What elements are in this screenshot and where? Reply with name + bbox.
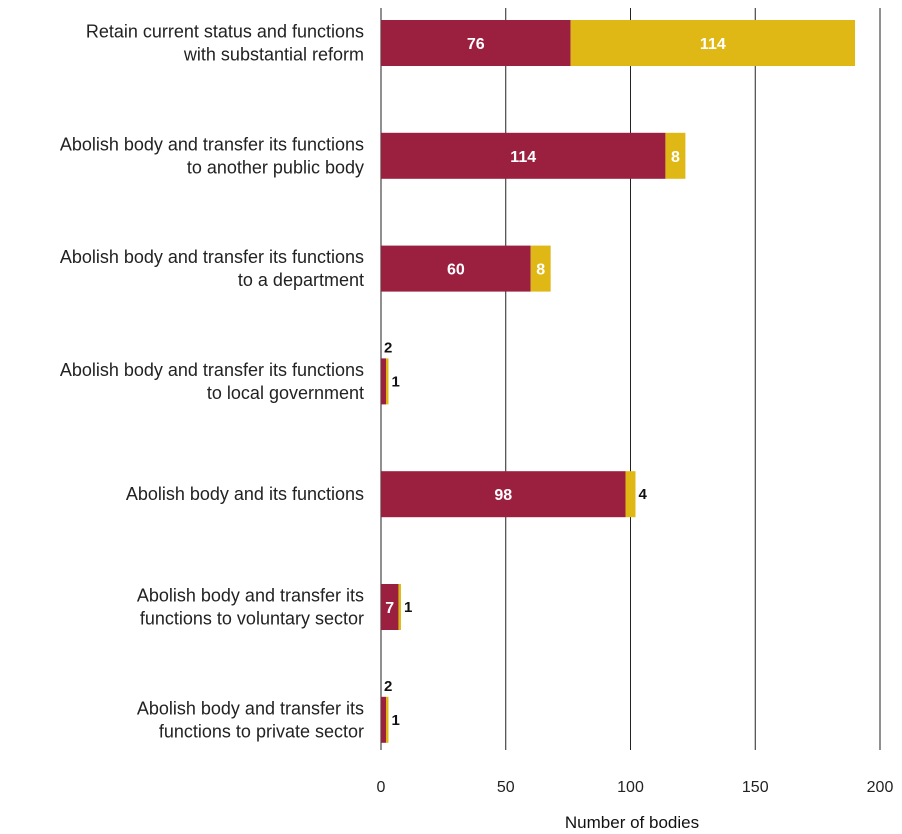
category-label-line: to another public body [187, 157, 364, 177]
bar-series-a [381, 132, 666, 179]
category-label: Abolish body and transfer its functions t… [60, 247, 364, 290]
bar-series-b [385, 696, 389, 743]
category-label-line: functions to private sector [159, 721, 364, 741]
value-label-series-a: 2 [384, 339, 392, 356]
category-label-line: Abolish body and transfer its [137, 698, 364, 718]
category-label: Abolish body and its functions [126, 484, 364, 504]
bar-series-a [381, 20, 571, 66]
category-label: Abolish body and transfer its functions t… [60, 134, 364, 177]
value-label-series-a: 2 [384, 678, 392, 695]
bar-series-a [381, 245, 531, 292]
bar-series-b [398, 584, 401, 630]
x-tick-label: 50 [497, 779, 515, 796]
value-label-series-a: 114 [510, 149, 536, 166]
value-label-series-b: 8 [671, 149, 680, 166]
gridlines [380, 8, 881, 750]
bar-series-b [385, 358, 389, 405]
category-label: Abolish body and transfer its functions t… [137, 586, 364, 629]
category-label-line: Abolish body and transfer its functions [60, 134, 364, 154]
bars [381, 20, 856, 743]
bar-series-a [381, 471, 626, 518]
value-label-series-b: 114 [700, 36, 726, 53]
x-tick-label: 0 [377, 779, 386, 796]
category-label-line: Retain current status and functions [86, 22, 364, 42]
bar-series-b [530, 245, 551, 292]
category-label-line: to local government [207, 383, 364, 403]
value-label-series-a: 60 [447, 262, 465, 279]
value-label-series-b: 1 [391, 373, 399, 390]
bar-series-a [381, 584, 399, 630]
value-label-series-b: 1 [404, 599, 412, 616]
bar-series-b [570, 20, 856, 66]
category-label-line: functions to voluntary sector [140, 609, 364, 629]
category-label: Abolish body and transfer its functions t… [137, 698, 364, 741]
category-labels: Retain current status and functions with … [60, 22, 364, 742]
category-label-line: Abolish body and transfer its functions [60, 360, 364, 380]
value-label-series-b: 4 [638, 486, 647, 503]
bar-series-a [381, 696, 386, 743]
value-label-series-b: 1 [391, 712, 399, 729]
bar-series-b [665, 132, 686, 179]
category-label-line: with substantial reform [183, 45, 364, 65]
x-axis-title: Number of bodies [565, 813, 699, 832]
value-label-series-a: 98 [494, 487, 512, 504]
value-label-series-b: 8 [536, 262, 545, 279]
bar-series-a [381, 358, 386, 405]
x-tick-label: 200 [867, 779, 894, 796]
category-label-line: Abolish body and transfer its functions [60, 247, 364, 267]
x-axis-ticks: 0 50 100 150 200 [377, 779, 894, 796]
x-tick-label: 150 [742, 779, 769, 796]
category-label: Abolish body and transfer its functions t… [60, 360, 364, 403]
value-label-series-a: 7 [385, 600, 394, 617]
category-label-line: Abolish body and transfer its [137, 586, 364, 606]
x-tick-label: 100 [617, 779, 644, 796]
value-label-series-a: 76 [467, 36, 485, 53]
category-label-line: to a department [238, 270, 364, 290]
bar-series-b [625, 471, 636, 518]
category-label: Retain current status and functions with … [86, 22, 364, 65]
category-label-line: Abolish body and its functions [126, 484, 364, 504]
